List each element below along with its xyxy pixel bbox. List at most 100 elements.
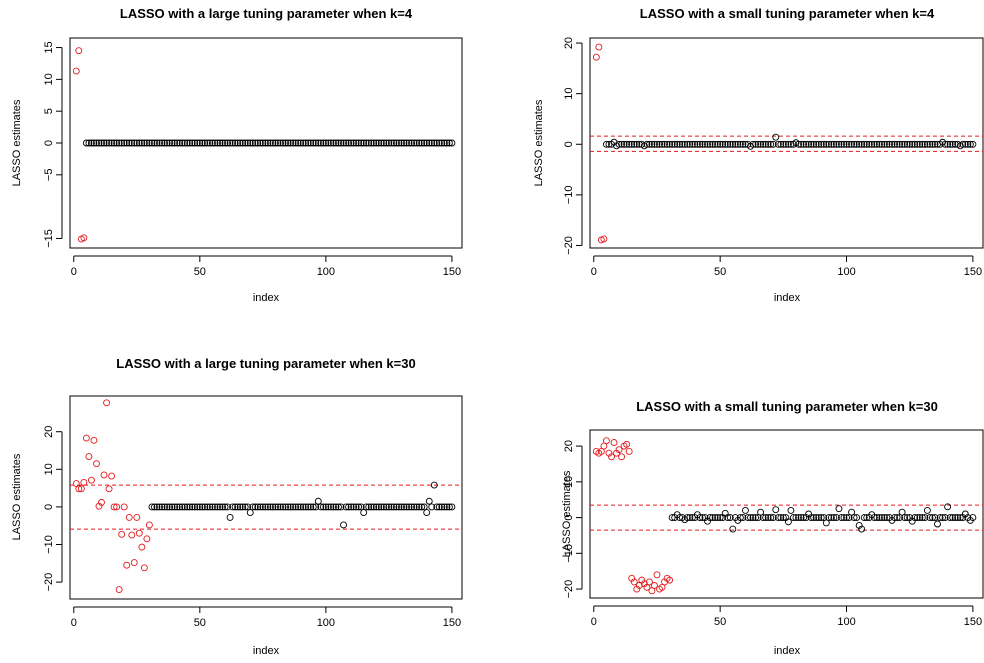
estimate-point	[810, 140, 818, 148]
signal-point	[643, 583, 651, 591]
estimate-point	[961, 140, 969, 148]
panel-3-points	[72, 399, 456, 594]
estimate-point	[103, 139, 111, 147]
estimate-point	[329, 139, 337, 147]
estimate-point	[403, 139, 410, 147]
estimate-point	[896, 140, 904, 148]
estimate-point	[822, 519, 830, 527]
estimate-point	[802, 140, 810, 148]
estimate-point	[688, 140, 696, 148]
y-tick-label: −10	[43, 535, 55, 554]
y-tick-label: 0	[43, 140, 55, 146]
estimate-point	[203, 503, 211, 511]
estimate-point	[420, 139, 428, 147]
estimate-point	[923, 506, 931, 514]
estimate-point	[784, 518, 792, 526]
panel-1-ylabel: LASSO estimates	[11, 99, 23, 186]
estimate-point	[858, 525, 866, 533]
estimate-point	[335, 139, 342, 147]
estimate-point	[229, 503, 237, 511]
estimate-point	[380, 503, 388, 511]
signal-point	[618, 453, 626, 461]
estimate-point	[367, 503, 375, 511]
estimate-point	[214, 139, 221, 147]
signal-point	[600, 442, 608, 450]
estimate-point	[848, 508, 856, 516]
estimate-point	[969, 514, 977, 522]
estimate-point	[832, 514, 840, 522]
estimate-point	[714, 140, 722, 148]
estimate-point	[224, 139, 232, 147]
estimate-point	[749, 140, 757, 148]
estimate-point	[888, 140, 896, 148]
estimate-point	[246, 139, 254, 147]
estimate-point	[420, 503, 428, 511]
estimate-point	[956, 514, 964, 522]
estimate-point	[256, 503, 264, 511]
signal-point	[138, 543, 146, 551]
x-tick-label: 100	[317, 617, 335, 629]
estimate-point	[734, 140, 742, 148]
estimate-point	[880, 140, 888, 148]
estimate-point	[393, 139, 400, 147]
estimate-point	[229, 139, 237, 147]
estimate-point	[918, 140, 926, 148]
estimate-point	[764, 140, 772, 148]
estimate-point	[445, 139, 453, 147]
estimate-point	[951, 514, 959, 522]
estimate-point	[261, 503, 269, 511]
estimate-point	[236, 503, 244, 511]
x-tick-label: 100	[837, 616, 855, 628]
estimate-point	[929, 140, 936, 148]
estimate-point	[445, 503, 453, 511]
estimate-point	[239, 139, 247, 147]
estimate-point	[287, 503, 295, 511]
estimate-point	[284, 503, 292, 511]
estimate-point	[277, 139, 284, 147]
estimate-point	[365, 139, 373, 147]
estimate-point	[385, 139, 393, 147]
y-tick-label: 10	[43, 463, 55, 475]
estimate-point	[324, 503, 332, 511]
estimate-point	[317, 139, 325, 147]
estimate-point	[264, 503, 272, 511]
estimate-point	[898, 140, 906, 148]
estimate-point	[696, 140, 704, 148]
estimate-point	[400, 139, 408, 147]
panel-1-points	[72, 47, 456, 243]
estimate-point	[653, 140, 661, 148]
estimate-point	[309, 139, 317, 147]
estimate-point	[231, 503, 239, 511]
estimate-point	[357, 503, 365, 511]
panel-4-points	[592, 437, 977, 595]
estimate-point	[244, 139, 252, 147]
y-tick-label: 5	[43, 108, 55, 114]
estimate-point	[304, 139, 312, 147]
signal-point	[120, 503, 128, 511]
estimate-point	[777, 140, 785, 148]
estimate-point	[337, 139, 345, 147]
signal-point	[118, 530, 126, 538]
signal-point	[87, 476, 95, 484]
y-tick-label: −20	[563, 580, 575, 599]
estimate-point	[739, 514, 747, 522]
estimate-point	[216, 139, 224, 147]
estimate-point	[168, 139, 176, 147]
estimate-point	[954, 514, 962, 522]
estimate-point	[779, 140, 787, 148]
estimate-point	[860, 514, 868, 522]
estimate-point	[405, 503, 413, 511]
estimate-point	[206, 139, 214, 147]
estimate-point	[352, 139, 360, 147]
panel-4-xaxis: 0 50 100 150	[591, 605, 982, 628]
estimate-point	[790, 514, 797, 522]
estimate-point	[615, 140, 623, 148]
estimate-point	[739, 140, 747, 148]
estimate-point	[959, 140, 967, 148]
y-tick-label: −15	[43, 229, 55, 248]
estimate-point	[145, 139, 153, 147]
estimate-point	[403, 503, 410, 511]
signal-point	[72, 67, 80, 75]
estimate-point	[658, 140, 666, 148]
estimate-point	[304, 503, 312, 511]
